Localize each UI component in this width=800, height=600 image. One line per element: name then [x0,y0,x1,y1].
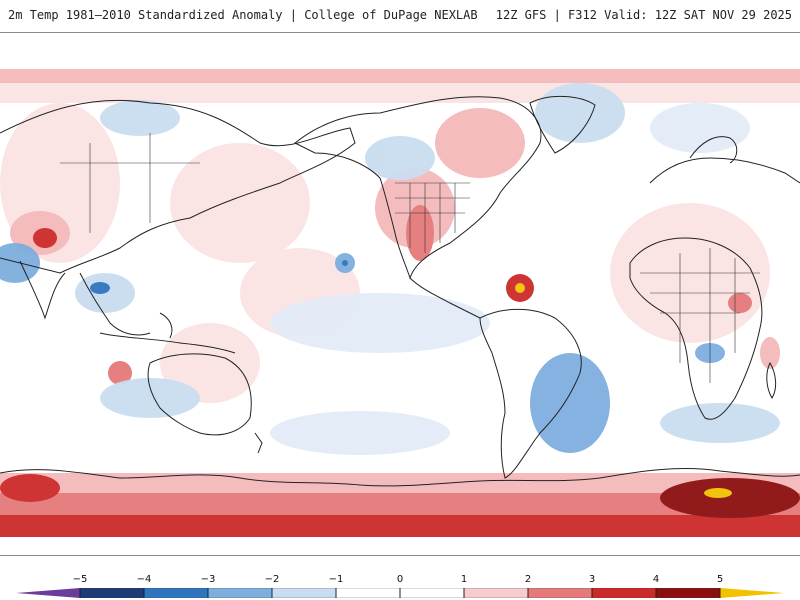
colorbar-segment [463,588,529,598]
colorbar-strip [16,588,784,598]
tick-label-neg1: −1 [328,574,344,585]
cool-anomaly-shading [0,83,780,455]
tick-label-neg2: −2 [264,574,280,585]
colorbar-segment [399,588,465,598]
colorbar-segment [79,588,145,598]
colorbar-segment [591,588,657,598]
colorbar-min-arrow [16,588,80,598]
colorbar-segment [271,588,337,598]
tick-label-5: 5 [716,574,724,585]
tick-label-neg3: −3 [200,574,216,585]
colorbar-segment [143,588,209,598]
map-canvas [0,69,800,537]
tick-label-2: 2 [524,574,532,585]
colorbar-segment [335,588,401,598]
tick-label-neg4: −4 [136,574,152,585]
tick-label-3: 3 [588,574,596,585]
colorbar-segment [527,588,593,598]
tick-label-1: 1 [460,574,468,585]
political-borders [60,133,760,383]
model-run-label: 12Z GFS | F312 Valid: 12Z SAT NOV 29 202… [495,8,792,22]
tick-label-4: 4 [652,574,660,585]
colorbar-max-arrow [720,588,784,598]
map-title: 2m Temp 1981–2010 Standardized Anomaly |… [8,8,478,22]
anomaly-map [0,32,800,556]
tick-label-neg5: −5 [72,574,88,585]
colorbar: −5 −4 −3 −2 −1 0 1 2 3 4 5 [0,556,800,600]
map-header: 2m Temp 1981–2010 Standardized Anomaly |… [0,0,800,32]
colorbar-segment [207,588,273,598]
coastlines [0,95,800,487]
colorbar-segment [655,588,721,598]
tick-label-0: 0 [396,574,404,585]
